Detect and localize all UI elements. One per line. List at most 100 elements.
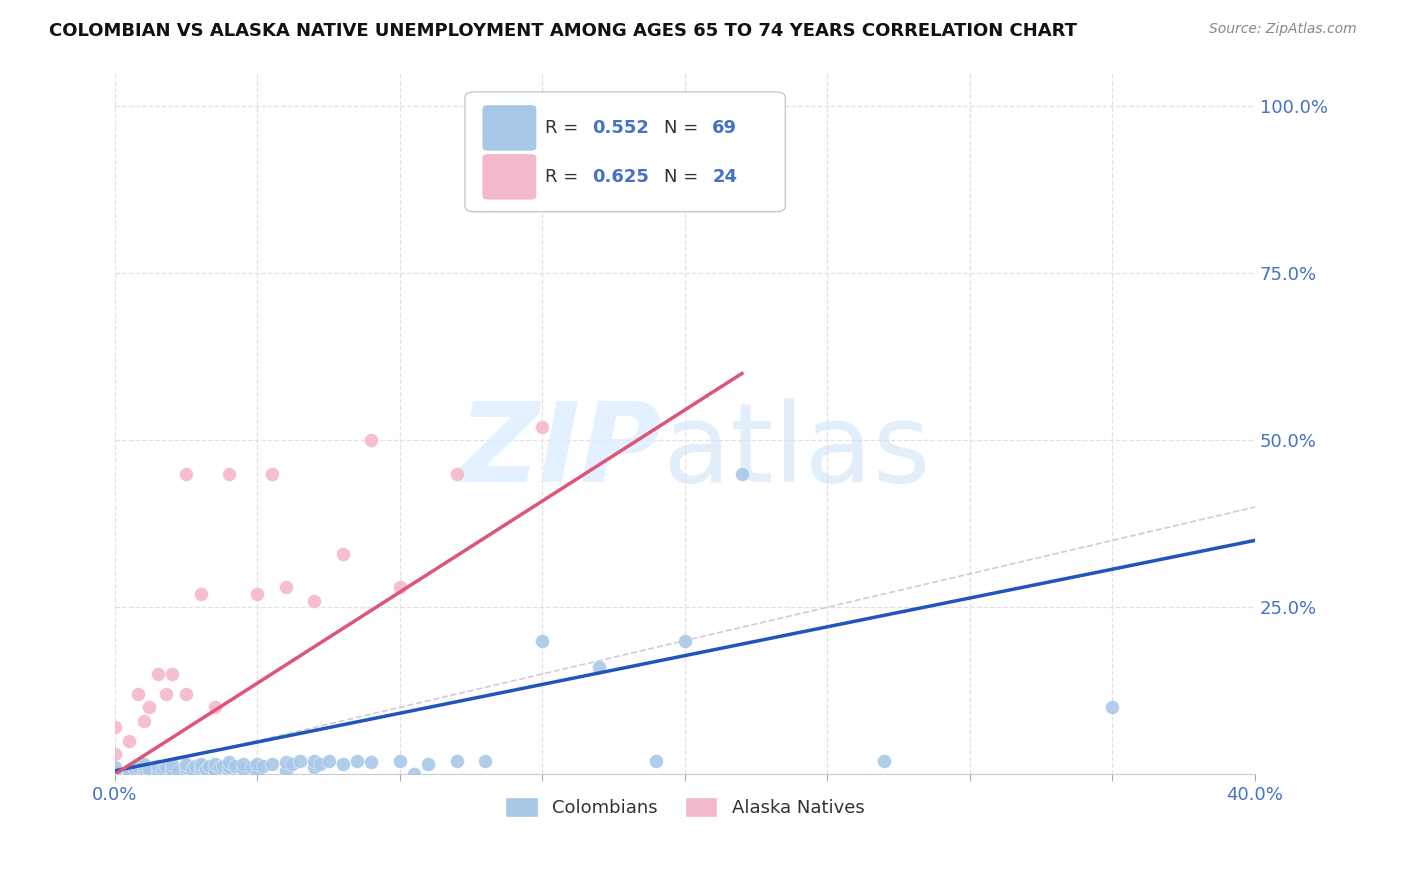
Text: R =: R = xyxy=(544,119,583,137)
Point xyxy=(290,754,312,768)
FancyBboxPatch shape xyxy=(484,106,536,150)
Point xyxy=(104,760,127,774)
Point xyxy=(360,434,382,448)
Point xyxy=(232,762,254,776)
Point xyxy=(118,733,141,747)
Point xyxy=(332,757,354,772)
Point xyxy=(204,757,226,772)
Point xyxy=(146,767,169,781)
Point xyxy=(731,467,754,481)
Point xyxy=(404,767,426,781)
Point xyxy=(645,126,668,140)
Point xyxy=(304,754,326,768)
Point xyxy=(146,759,169,773)
Point xyxy=(152,763,174,777)
Point xyxy=(127,687,149,701)
Point xyxy=(195,762,218,776)
Text: N =: N = xyxy=(665,119,704,137)
Point xyxy=(446,754,468,768)
Point xyxy=(174,760,197,774)
Point xyxy=(174,467,197,481)
Text: Source: ZipAtlas.com: Source: ZipAtlas.com xyxy=(1209,22,1357,37)
Text: 24: 24 xyxy=(713,168,737,186)
Point xyxy=(280,757,302,772)
Point xyxy=(309,757,332,772)
Text: atlas: atlas xyxy=(662,398,931,505)
FancyBboxPatch shape xyxy=(465,92,785,211)
Point xyxy=(418,757,440,772)
Point xyxy=(174,687,197,701)
Point xyxy=(190,760,212,774)
Point xyxy=(246,587,269,601)
Text: N =: N = xyxy=(665,168,704,186)
Point xyxy=(212,759,235,773)
Point xyxy=(160,762,183,776)
Point xyxy=(104,720,127,734)
Point xyxy=(260,757,283,772)
Point xyxy=(132,764,155,778)
Point xyxy=(531,420,554,434)
Point xyxy=(204,700,226,714)
Point xyxy=(174,757,197,772)
Point xyxy=(388,580,411,594)
Point xyxy=(166,764,188,778)
Point xyxy=(198,759,221,773)
Point xyxy=(873,754,896,768)
Point xyxy=(104,764,127,778)
Point xyxy=(104,747,127,761)
Point xyxy=(155,687,177,701)
Text: R =: R = xyxy=(544,168,583,186)
Point xyxy=(190,757,212,772)
Point xyxy=(218,755,240,769)
Point xyxy=(388,754,411,768)
Point xyxy=(104,767,127,781)
Point xyxy=(304,760,326,774)
Point xyxy=(446,467,468,481)
Point xyxy=(146,764,169,778)
Point xyxy=(127,760,149,774)
Point xyxy=(246,757,269,772)
Point xyxy=(174,764,197,778)
Point xyxy=(224,759,246,773)
FancyBboxPatch shape xyxy=(484,155,536,199)
Point xyxy=(218,760,240,774)
Point xyxy=(118,767,141,781)
Point xyxy=(160,765,183,780)
Point xyxy=(146,667,169,681)
Text: COLOMBIAN VS ALASKA NATIVE UNEMPLOYMENT AMONG AGES 65 TO 74 YEARS CORRELATION CH: COLOMBIAN VS ALASKA NATIVE UNEMPLOYMENT … xyxy=(49,22,1077,40)
Point xyxy=(190,587,212,601)
Point xyxy=(240,760,263,774)
Point xyxy=(118,764,141,778)
Point xyxy=(160,757,183,772)
Point xyxy=(332,547,354,561)
Point xyxy=(160,667,183,681)
Point xyxy=(588,660,610,674)
Legend: Colombians, Alaska Natives: Colombians, Alaska Natives xyxy=(498,789,872,825)
Point xyxy=(232,757,254,772)
Point xyxy=(474,754,496,768)
Point xyxy=(209,760,232,774)
Point xyxy=(184,759,207,773)
Point xyxy=(124,762,146,776)
Point xyxy=(204,764,226,778)
Point xyxy=(673,633,696,648)
Point xyxy=(304,593,326,607)
Point xyxy=(246,767,269,781)
Point xyxy=(138,762,160,776)
Point xyxy=(155,760,177,774)
Text: 0.625: 0.625 xyxy=(592,168,650,186)
Point xyxy=(132,767,155,781)
Point xyxy=(318,754,340,768)
Point xyxy=(1101,700,1123,714)
Point xyxy=(531,633,554,648)
Text: ZIP: ZIP xyxy=(458,398,662,505)
Point xyxy=(218,764,240,778)
Point xyxy=(132,760,155,774)
Point xyxy=(132,714,155,728)
Point xyxy=(346,754,368,768)
Point xyxy=(132,757,155,772)
Text: 0.552: 0.552 xyxy=(592,119,650,137)
Point xyxy=(274,755,297,769)
Point xyxy=(274,764,297,778)
Point xyxy=(138,700,160,714)
